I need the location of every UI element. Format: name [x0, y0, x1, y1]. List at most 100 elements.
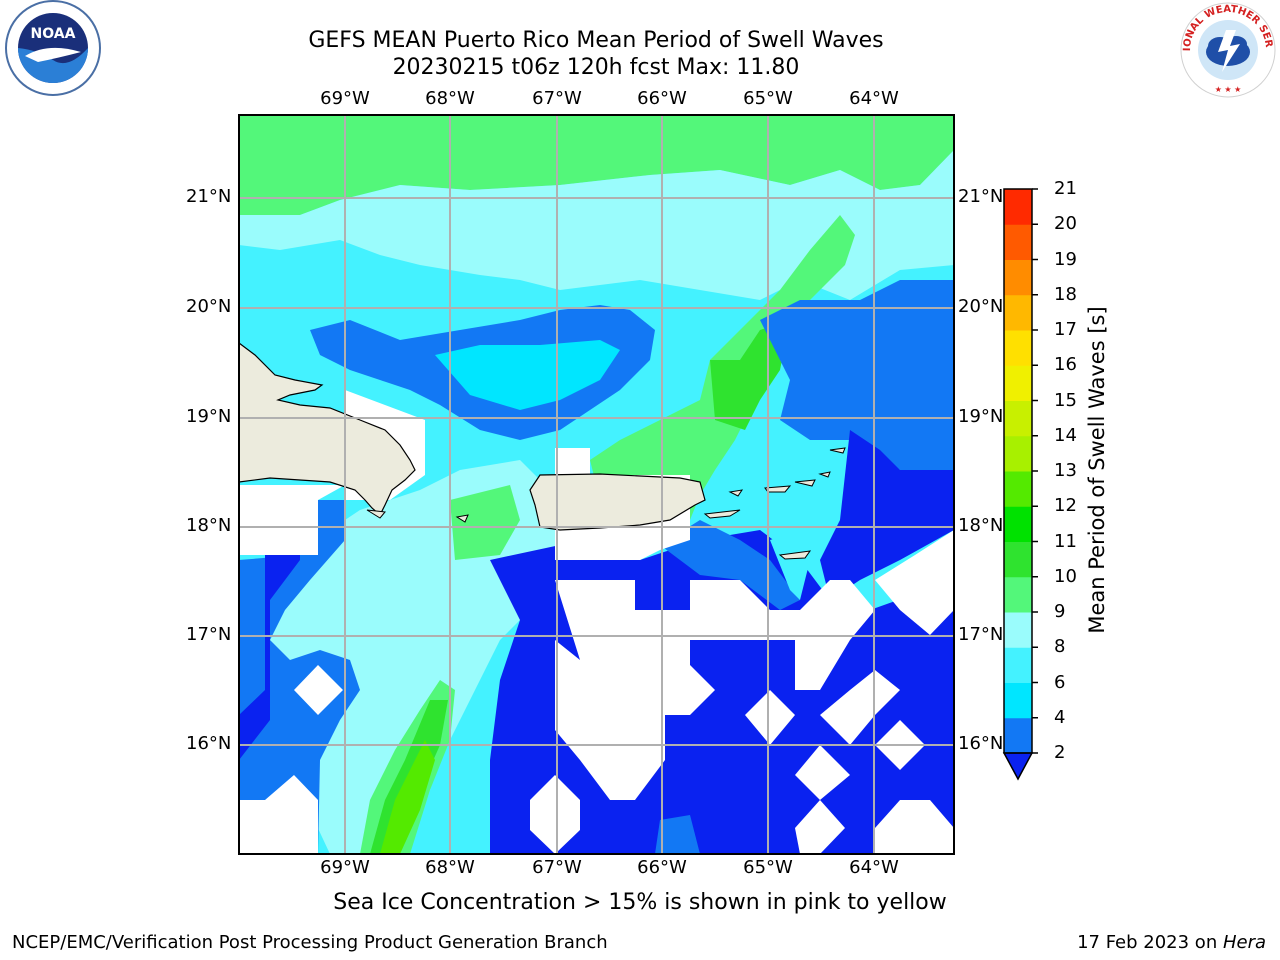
lon-tick-bottom: 68°W	[425, 857, 475, 878]
nodata-west	[239, 485, 345, 555]
field-southeast-blue	[660, 520, 800, 610]
nodata-patch-e	[795, 800, 845, 854]
lon-tick-bottom: 69°W	[320, 857, 370, 878]
lon-tick-bottom: 65°W	[743, 857, 793, 878]
field-south-green	[450, 485, 520, 560]
field-southeast-cyan	[770, 530, 810, 600]
colorbar-tick-label: 17	[1054, 319, 1077, 340]
colorbar-segment	[1004, 471, 1032, 507]
lat-tick-right: 18°N	[958, 515, 1004, 536]
field-south-light	[270, 460, 555, 854]
field-ridge-core	[710, 320, 790, 430]
nodata-patch-a	[745, 690, 795, 745]
svg-text:★ ★ ★: ★ ★ ★	[1215, 85, 1242, 94]
colorbar-tick-label: 13	[1054, 460, 1077, 481]
colorbar-segment	[1004, 435, 1032, 472]
colorbar-segment	[1004, 506, 1032, 542]
lon-tick-top: 67°W	[532, 88, 582, 109]
colorbar-tick-label: 8	[1054, 636, 1066, 658]
field-west-deep	[239, 555, 300, 760]
colorbar-tick-label: 19	[1054, 248, 1077, 270]
colorbar-segment	[1004, 259, 1032, 296]
colorbar-segment	[1004, 330, 1032, 366]
nodata-patch-g	[530, 775, 580, 854]
lat-tick-left: 20°N	[186, 296, 232, 317]
field-band-9-10	[239, 115, 954, 215]
colorbar-tick-label: 14	[1054, 424, 1077, 446]
colorbar-tick-label: 15	[1054, 389, 1077, 411]
colorbar-tick-label: 18	[1054, 283, 1077, 305]
colorbar-segment	[1004, 400, 1032, 437]
lon-tick-bottom: 66°W	[637, 857, 687, 878]
colorbar-segment	[1004, 541, 1032, 578]
lat-tick-right: 16°N	[958, 733, 1004, 754]
colorbar-segment	[1004, 576, 1032, 613]
colorbar-tick-label: 10	[1054, 565, 1077, 587]
svg-text:NOAA: NOAA	[31, 26, 76, 42]
lon-tick-top: 66°W	[637, 88, 687, 109]
colorbar-tick-label: 16	[1054, 354, 1077, 376]
map-frame	[238, 114, 955, 855]
lon-tick-bottom: 67°W	[532, 857, 582, 878]
colorbar-tick-label: 11	[1054, 530, 1077, 552]
colorbar-segment	[1004, 717, 1032, 754]
land-st-croix	[778, 550, 812, 560]
land-virgin-islands	[728, 447, 846, 497]
lon-tick-top: 69°W	[320, 88, 370, 109]
lon-tick-top: 65°W	[743, 88, 793, 109]
land-vieques	[703, 509, 741, 519]
colorbar-tick-label: 20	[1054, 213, 1077, 235]
field-blue-east	[760, 280, 954, 470]
colorbar-tick-label: 9	[1054, 601, 1066, 622]
colorbar-segment	[1004, 647, 1032, 683]
sea-ice-caption: Sea Ice Concentration > 15% is shown in …	[333, 890, 947, 915]
colorbar-tick-label: 2	[1054, 742, 1066, 763]
lat-tick-left: 17°N	[186, 624, 232, 645]
field-cyan-north	[435, 340, 620, 410]
nodata-east	[875, 530, 954, 635]
colorbar-segment	[1004, 189, 1032, 225]
lat-tick-left: 16°N	[186, 733, 232, 754]
colorbar-segment	[1004, 365, 1032, 401]
colorbar-segment	[1004, 294, 1032, 331]
chart-title: GEFS MEAN Puerto Rico Mean Period of Swe…	[308, 28, 884, 53]
footer-credit: NCEP/EMC/Verification Post Processing Pr…	[12, 932, 608, 953]
lat-tick-right: 21°N	[958, 186, 1004, 207]
colorbar-tick-label: 12	[1054, 495, 1077, 517]
land-hispaniola	[239, 342, 416, 516]
footer-date: 17 Feb 2023 on Hera	[1077, 932, 1266, 953]
lon-tick-bottom: 64°W	[849, 857, 899, 878]
footer-host: Hera	[1222, 932, 1266, 953]
lat-tick-right: 20°N	[958, 296, 1004, 317]
colorbar-extend-arrow	[1002, 752, 1034, 781]
lon-tick-top: 68°W	[425, 88, 475, 109]
field-streak-11	[380, 740, 435, 854]
colorbar-tick-label: 4	[1054, 706, 1066, 728]
footer-date-text: 17 Feb 2023 on	[1077, 932, 1223, 953]
chart-subtitle: 20230215 t06z 120h fcst Max: 11.80	[392, 55, 800, 80]
lat-tick-left: 18°N	[186, 515, 232, 536]
nodata-patch-b	[820, 670, 900, 745]
colorbar-tick-label: 21	[1054, 178, 1077, 199]
land-islet	[366, 509, 386, 519]
colorbar-label: Mean Period of Swell Waves [s]	[1085, 306, 1109, 634]
colorbar-segment	[1004, 682, 1032, 719]
lat-tick-right: 19°N	[958, 406, 1004, 427]
nodata-patch-i	[239, 775, 318, 854]
lon-tick-top: 64°W	[849, 88, 899, 109]
field-south-blue	[655, 815, 700, 854]
lat-tick-left: 21°N	[186, 186, 232, 207]
lat-tick-right: 17°N	[958, 624, 1004, 645]
colorbar-segment	[1004, 224, 1032, 260]
field-deep-east	[820, 430, 954, 600]
field-band-8-9	[239, 150, 954, 300]
nodata-patch-f	[875, 800, 954, 854]
noaa-logo: NOAA	[5, 0, 101, 96]
colorbar	[1002, 188, 1038, 781]
nws-logo: NATIONAL WEATHER SERVICE ★ ★ ★	[1178, 0, 1276, 98]
colorbar-tick-label: 6	[1054, 671, 1066, 693]
land-mona	[455, 514, 469, 523]
graticule	[239, 115, 954, 854]
nodata-patch-d	[795, 745, 850, 800]
